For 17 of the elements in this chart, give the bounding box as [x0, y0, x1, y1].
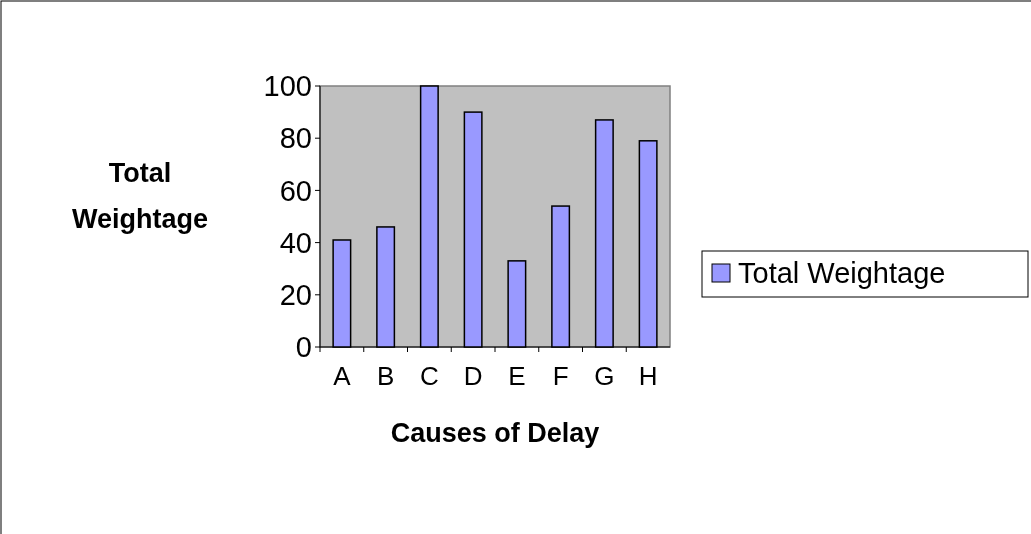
legend-label: Total Weightage: [738, 257, 946, 290]
x-tick-label: A: [333, 361, 352, 391]
x-tick-label: D: [463, 361, 483, 391]
x-tick-label: B: [376, 361, 395, 391]
x-tick-label: G: [594, 361, 615, 391]
y-tick-label: 80: [279, 122, 312, 155]
x-tick-label: H: [638, 361, 658, 391]
x-tick-label: C: [419, 361, 439, 391]
y-tick-label: 60: [279, 174, 312, 207]
y-tick-label: 100: [263, 70, 312, 103]
y-tick-label: 0: [295, 331, 312, 364]
y-tick-label: 40: [279, 226, 312, 259]
x-axis-title: Causes of Delay: [390, 418, 600, 448]
y-tick-label: 20: [279, 278, 312, 311]
x-tick-label: F: [552, 361, 569, 391]
x-tick-label: E: [508, 361, 526, 391]
y-axis-title: Total Weightage: [71, 158, 209, 234]
